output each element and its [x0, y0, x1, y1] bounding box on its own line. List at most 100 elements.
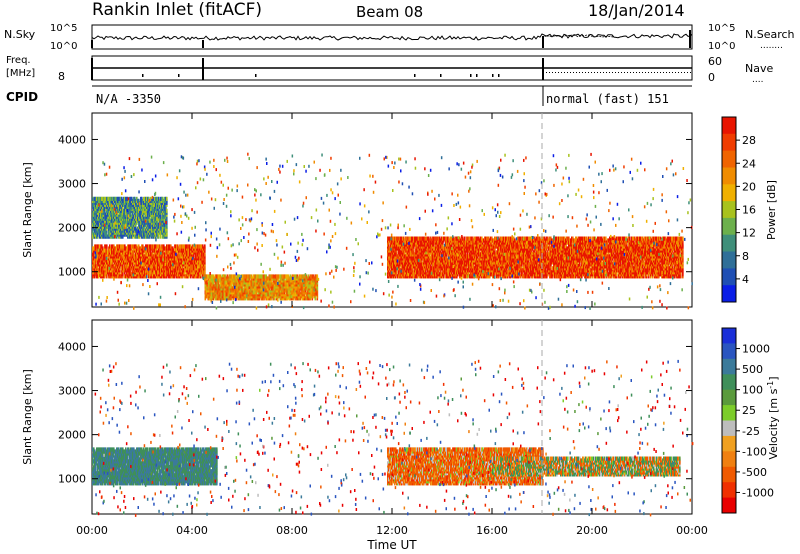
power-cell: [123, 254, 125, 259]
power-cell: [102, 246, 104, 251]
power-cell: [96, 274, 98, 279]
power-cell: [131, 244, 133, 249]
power-cell: [126, 270, 128, 275]
power-cell: [167, 244, 169, 249]
power-cell: [179, 244, 181, 249]
power-cell: [115, 250, 117, 255]
nave-dot: [600, 72, 601, 73]
power-cell: [133, 254, 135, 259]
nave-dot: [630, 72, 631, 73]
power-cell: [129, 244, 131, 249]
power-cell: [143, 246, 145, 251]
power-cell: [177, 266, 179, 271]
power-cell: [94, 260, 96, 265]
power-cell: [166, 272, 168, 277]
nave-dot: [609, 72, 610, 73]
power-cell: [183, 248, 185, 253]
power-cell: [124, 274, 126, 279]
power-cell: [121, 266, 123, 271]
power-cell: [107, 262, 109, 267]
power-cell: [128, 244, 130, 249]
power-cell: [136, 256, 138, 261]
power-cell: [113, 272, 115, 277]
power-cell: [174, 244, 176, 249]
power-cell: [114, 246, 116, 251]
power-cell: [169, 268, 171, 273]
nsky-trace: [91, 33, 693, 41]
power-cell: [183, 268, 185, 273]
power-cell: [142, 262, 144, 267]
cpid-mode-2: normal (fast) 151: [546, 92, 669, 106]
power-cell: [202, 268, 204, 273]
power-cell: [124, 264, 126, 269]
power-cell: [133, 260, 135, 265]
nave-dot: [633, 72, 634, 73]
power-cell: [193, 264, 195, 269]
power-cell: [193, 260, 195, 265]
nave-dot: [648, 72, 649, 73]
power-cell: [181, 244, 183, 249]
power-cell: [191, 258, 193, 263]
power-cell: [185, 268, 187, 273]
nave-dot: [666, 72, 667, 73]
power-cell: [109, 244, 111, 249]
power-cell: [198, 256, 200, 261]
power-cell: [186, 264, 188, 269]
power-cell: [173, 252, 175, 257]
power-cell: [464, 236, 466, 241]
power-cell: [127, 244, 129, 249]
power-cell: [148, 258, 150, 263]
power-cell: [96, 244, 98, 249]
power-cell: [201, 266, 203, 271]
power-cell: [132, 250, 134, 255]
nave-dot: [597, 72, 598, 73]
power-cell: [208, 288, 211, 293]
power-cell: [194, 258, 196, 263]
power-cell: [139, 254, 141, 259]
power-cell: [210, 274, 213, 279]
power-cell: [97, 244, 99, 249]
power-cell: [93, 270, 95, 275]
power-cell: [131, 272, 133, 277]
power-cell: [163, 244, 165, 249]
power-cell: [115, 256, 117, 261]
power-cell: [162, 252, 164, 257]
power-cell: [180, 244, 182, 249]
power-cell: [142, 244, 144, 249]
power-cell: [125, 246, 127, 251]
power-cell: [185, 244, 187, 249]
power-cell: [103, 262, 105, 267]
nsky-left-tick-bottom: 10^0: [50, 41, 77, 52]
station-title: Rankin Inlet (fitACF): [92, 0, 262, 20]
power-cell: [193, 270, 195, 275]
power-cell: [136, 268, 138, 273]
freq-right-tick-bottom: 0: [708, 71, 715, 84]
power-cell: [127, 264, 129, 269]
power-cell: [200, 266, 202, 271]
power-cell: [151, 260, 153, 265]
power-cell: [120, 244, 122, 249]
power-cell: [157, 266, 159, 271]
nave-dot: [579, 72, 580, 73]
nave-dot: [645, 72, 646, 73]
power-cell: [187, 244, 189, 249]
power-cell: [184, 248, 186, 253]
power-cell: [163, 272, 165, 277]
power-cell: [212, 278, 215, 283]
power-cell: [184, 244, 186, 249]
nave-dot: [588, 72, 589, 73]
power-cell: [102, 268, 104, 273]
nsearch-trace: [544, 34, 615, 38]
power-cell: [151, 252, 153, 257]
power-cell: [196, 258, 198, 263]
nave-dot: [636, 72, 637, 73]
power-cell: [156, 244, 158, 249]
power-cell: [123, 244, 125, 249]
nave-dot: [576, 72, 577, 73]
power-cell: [109, 274, 111, 279]
cpid-label: CPID: [6, 90, 38, 104]
power-cell: [184, 266, 186, 271]
power-cell: [134, 254, 136, 259]
power-cell: [113, 244, 115, 249]
power-cell: [207, 284, 210, 289]
